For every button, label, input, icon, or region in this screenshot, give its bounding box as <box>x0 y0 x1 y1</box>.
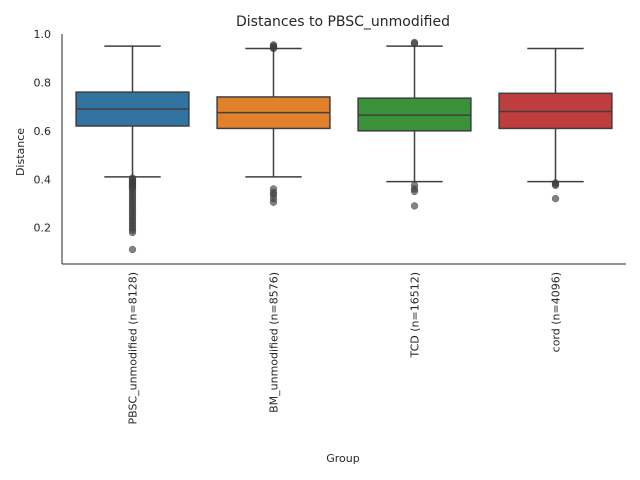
y-tick-label: 1.0 <box>34 28 52 41</box>
x-tick-label: PBSC_unmodified (n=8128) <box>127 272 140 425</box>
outlier-point <box>269 44 278 53</box>
outlier-point <box>551 194 560 203</box>
outlier-point <box>128 228 137 237</box>
x-ticks: PBSC_unmodified (n=8128) BM_unmodified (n… <box>127 272 563 425</box>
y-tick-label: 0.2 <box>34 222 52 235</box>
y-ticks: 0.2 0.4 0.6 0.8 1.0 <box>34 28 52 235</box>
box-group <box>216 41 331 206</box>
y-tick-label: 0.8 <box>34 76 52 89</box>
outlier-point <box>410 40 419 48</box>
outlier-point <box>269 198 278 206</box>
outlier-point <box>410 202 419 210</box>
box-group <box>357 38 472 210</box>
y-tick-label: 0.4 <box>34 173 52 186</box>
boxes-layer <box>75 38 613 254</box>
y-axis-label: Distance <box>14 128 27 176</box>
box-group <box>498 47 613 203</box>
x-tick-label: BM_unmodified (n=8576) <box>268 272 281 413</box>
x-tick-label: cord (n=4096) <box>550 272 563 352</box>
x-tick-label: TCD (n=16512) <box>409 272 422 359</box>
outlier-point <box>551 181 560 189</box>
box-group <box>75 45 190 254</box>
x-axis-label: Group <box>326 452 360 465</box>
outlier-point <box>410 187 419 196</box>
outlier-point <box>128 245 137 254</box>
chart-title: Distances to PBSC_unmodified <box>236 14 450 30</box>
y-tick-label: 0.6 <box>34 125 52 138</box>
